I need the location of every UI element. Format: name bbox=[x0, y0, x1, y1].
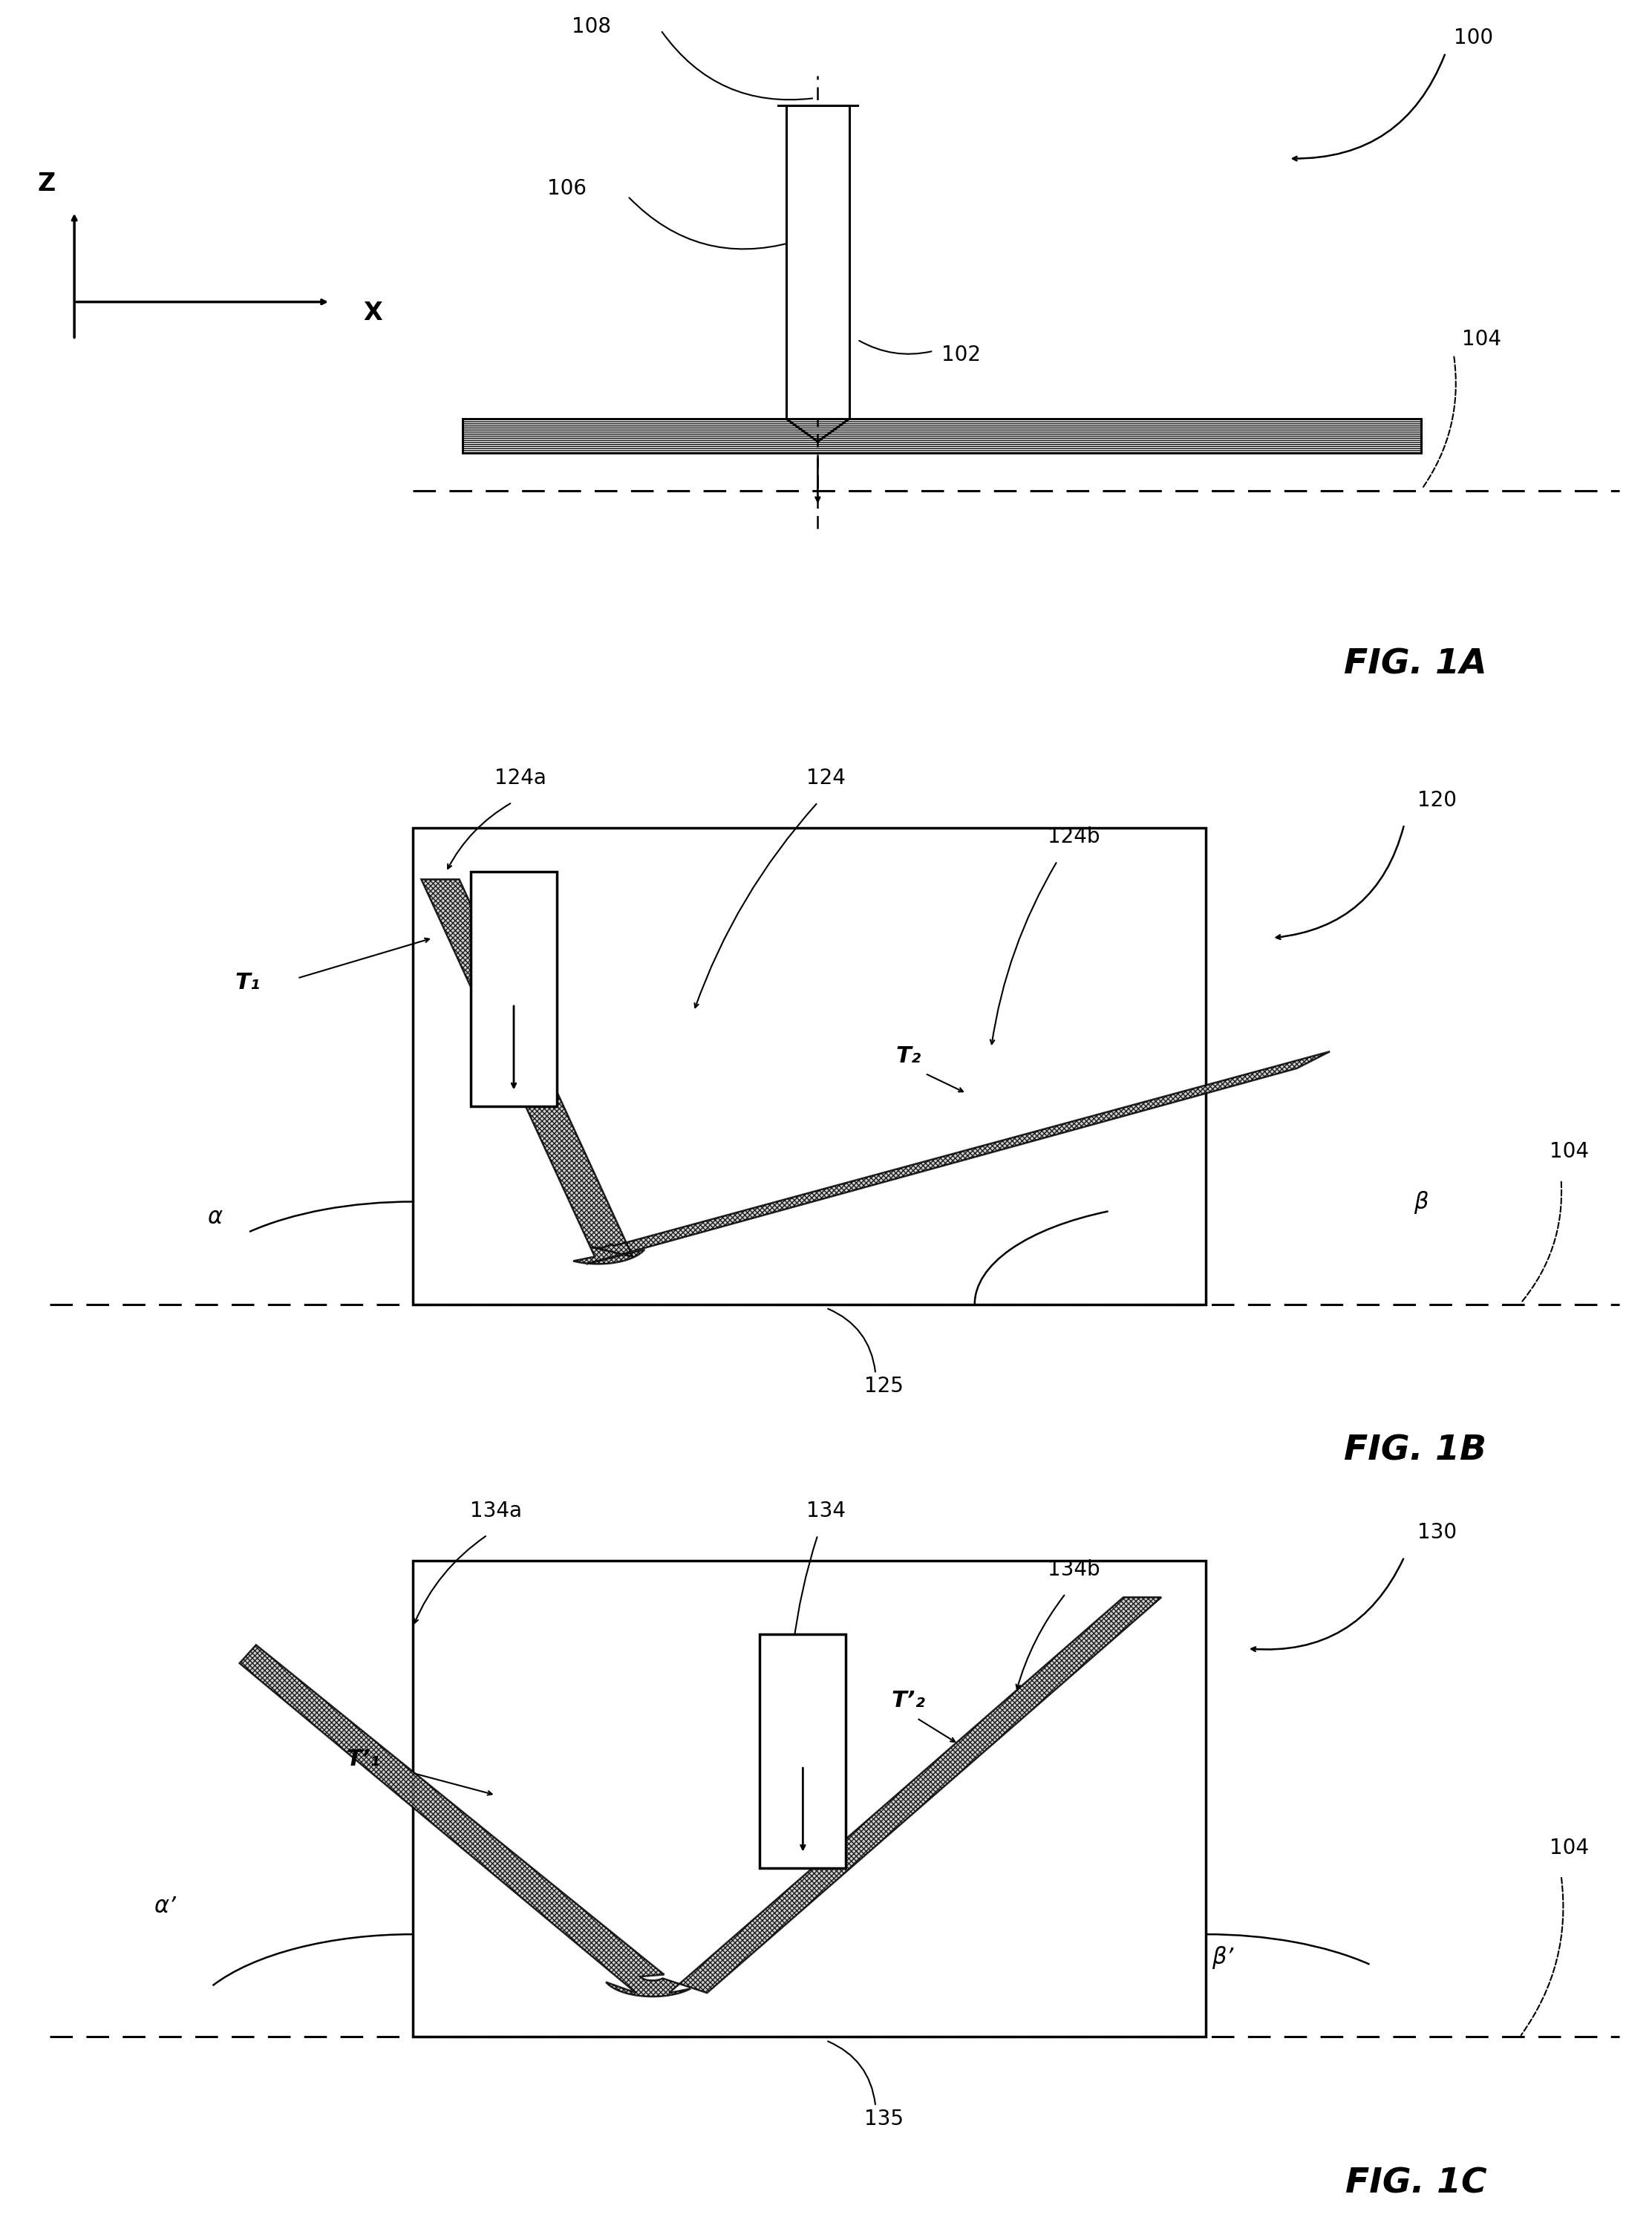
Text: 104: 104 bbox=[1462, 329, 1502, 351]
Text: T’₂: T’₂ bbox=[892, 1689, 925, 1712]
Text: α: α bbox=[206, 1208, 223, 1228]
Text: 130: 130 bbox=[1417, 1523, 1457, 1543]
Text: 106: 106 bbox=[547, 178, 586, 200]
Text: 134a: 134a bbox=[469, 1501, 522, 1521]
Bar bbox=[413, 828, 1206, 1305]
Text: α’: α’ bbox=[154, 1896, 177, 1916]
Bar bbox=[760, 1634, 846, 1869]
Text: 134: 134 bbox=[806, 1501, 846, 1521]
Bar bbox=[786, 107, 849, 420]
Text: Z: Z bbox=[38, 171, 55, 195]
Bar bbox=[463, 420, 1421, 453]
Text: 104: 104 bbox=[1550, 1141, 1589, 1163]
Text: T₁: T₁ bbox=[235, 972, 261, 995]
Bar bbox=[463, 420, 1421, 453]
Text: 124a: 124a bbox=[494, 768, 547, 788]
Polygon shape bbox=[421, 879, 1330, 1263]
Polygon shape bbox=[240, 1598, 1161, 1996]
Text: T₂: T₂ bbox=[895, 1046, 922, 1068]
Text: FIG. 1A: FIG. 1A bbox=[1343, 648, 1487, 682]
Text: 124b: 124b bbox=[1047, 826, 1100, 848]
Text: FIG. 1B: FIG. 1B bbox=[1345, 1434, 1487, 1467]
Text: 135: 135 bbox=[864, 2109, 904, 2129]
Text: 108: 108 bbox=[572, 16, 611, 38]
Text: β: β bbox=[1414, 1192, 1427, 1214]
Text: 125: 125 bbox=[864, 1376, 904, 1396]
Text: 104: 104 bbox=[1550, 1838, 1589, 1858]
Text: 100: 100 bbox=[1454, 27, 1493, 49]
Text: T’₁: T’₁ bbox=[347, 1749, 380, 1769]
Text: 102: 102 bbox=[942, 344, 981, 364]
Bar bbox=[471, 872, 557, 1106]
Bar bbox=[413, 1561, 1206, 2038]
Text: 124: 124 bbox=[806, 768, 846, 788]
Text: 134b: 134b bbox=[1047, 1558, 1100, 1581]
Text: X: X bbox=[363, 302, 383, 326]
Text: FIG. 1C: FIG. 1C bbox=[1345, 2167, 1487, 2200]
Text: 120: 120 bbox=[1417, 790, 1457, 810]
Text: β’: β’ bbox=[1211, 1945, 1234, 1969]
